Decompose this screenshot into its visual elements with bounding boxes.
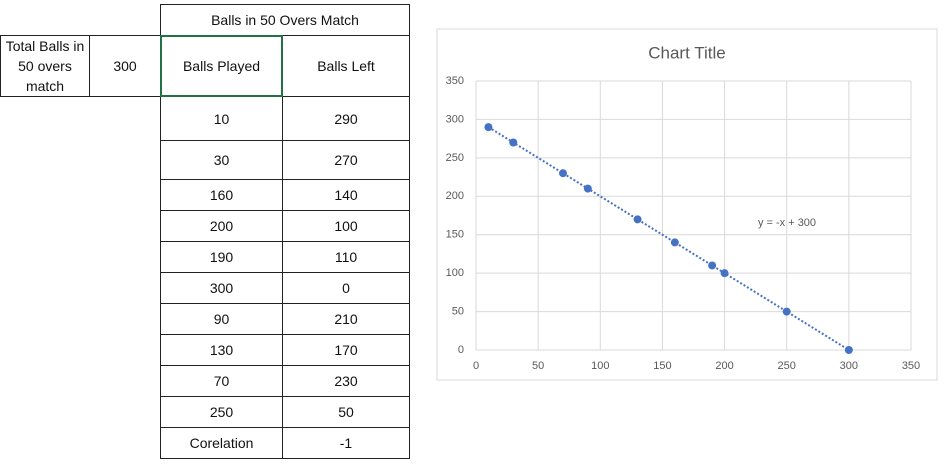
data-point [559,169,567,178]
column-header[interactable]: Balls Played [160,35,283,97]
table-cell[interactable]: 300 [160,272,283,304]
y-tick-label: 250 [446,152,464,164]
table-cell[interactable]: 190 [160,241,283,273]
data-point [708,261,717,270]
trendline-label: y = -x + 300 [758,217,816,229]
y-tick-label: 50 [452,305,464,317]
table-cell[interactable]: 270 [282,140,410,180]
x-tick-label: 250 [778,360,796,372]
table-cell[interactable]: 30 [160,140,283,180]
table-cell[interactable]: 210 [282,303,410,335]
table-header[interactable]: Balls in 50 Overs Match [160,4,410,36]
data-point [844,346,853,354]
table-cell[interactable]: 170 [282,334,410,366]
chart-area[interactable] [436,28,938,381]
data-point [509,138,518,147]
data-point [720,269,729,278]
x-tick-label: 100 [591,360,609,372]
column-header[interactable]: Balls Left [282,35,410,97]
data-point [583,184,592,193]
data-point [633,215,642,224]
table-cell[interactable]: 140 [282,179,410,211]
table-cell[interactable]: 200 [160,210,283,242]
table-cell[interactable]: -1 [282,427,410,459]
table-cell[interactable]: 110 [282,241,410,273]
table-cell[interactable]: Corelation [160,427,283,459]
row-label[interactable]: Total Balls in 50 overs match [0,35,90,97]
table-cell[interactable]: 290 [282,96,410,141]
x-tick-label: 150 [653,360,671,372]
total-value[interactable]: 300 [89,35,161,97]
chart-title: Chart Title [648,43,725,62]
table-cell[interactable]: 50 [282,396,410,428]
y-tick-label: 100 [446,267,464,279]
data-point [670,238,679,247]
x-tick-label: 300 [840,360,858,372]
x-tick-label: 350 [902,360,920,372]
data-point [782,307,791,316]
y-tick-label: 0 [458,344,464,356]
x-tick-label: 0 [473,360,479,372]
y-tick-label: 300 [446,113,464,125]
data-point [484,123,493,132]
y-tick-label: 200 [446,190,464,202]
table-cell[interactable]: 90 [160,303,283,335]
y-tick-label: 150 [446,229,464,241]
x-tick-label: 200 [715,360,733,372]
x-tick-label: 50 [532,360,544,372]
y-tick-label: 350 [446,75,464,87]
